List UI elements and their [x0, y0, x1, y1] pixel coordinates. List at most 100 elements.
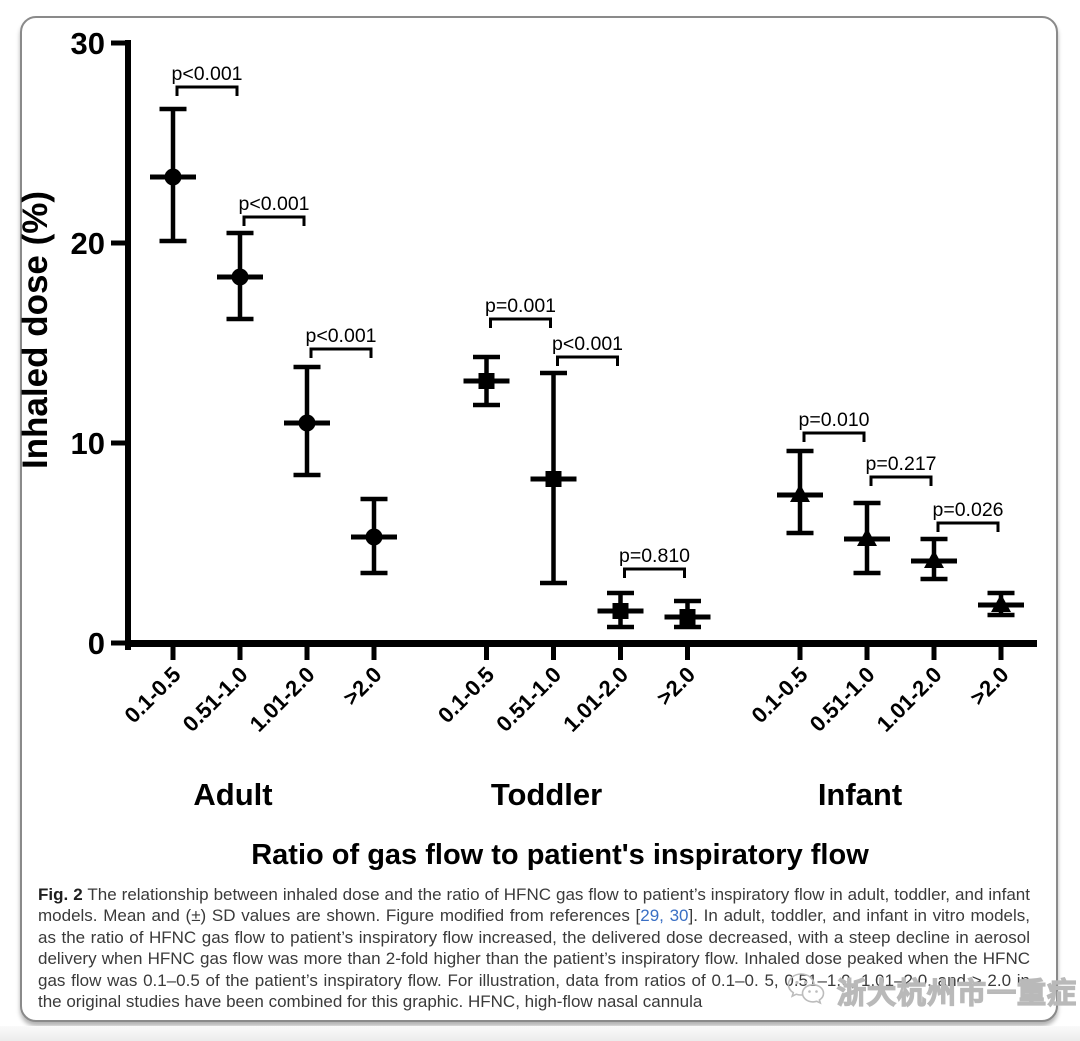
- error-cap-top: [159, 106, 187, 112]
- pvalue-bracket: [802, 431, 866, 442]
- figure-label: Fig. 2: [38, 885, 83, 904]
- x-tick: [237, 647, 243, 660]
- pvalue-bracket: [556, 355, 619, 366]
- error-cap-bottom: [920, 576, 948, 582]
- error-cap-top: [853, 500, 881, 506]
- page-bottom-strip: [0, 1026, 1080, 1041]
- error-cap-top: [293, 364, 321, 370]
- marker-triangle: [857, 528, 877, 546]
- pvalue-label: p=0.810: [619, 545, 690, 567]
- y-axis-title: Inhaled dose (%): [16, 191, 55, 469]
- error-cap-bottom: [226, 316, 254, 322]
- x-tick: [551, 647, 556, 660]
- x-tick: [371, 647, 377, 660]
- pvalue-label: p<0.001: [305, 325, 376, 347]
- x-tick-label: 1.01-2.0: [872, 662, 947, 737]
- pvalue-label: p<0.001: [238, 193, 309, 215]
- error-cap-bottom: [853, 570, 881, 576]
- error-cap-bottom: [159, 238, 187, 244]
- error-cap-top: [226, 230, 254, 236]
- x-tick-label: >2.0: [338, 662, 386, 710]
- x-tick: [685, 647, 690, 660]
- pvalue-bracket: [242, 215, 306, 226]
- error-cap-bottom: [987, 612, 1015, 618]
- marker-circle: [231, 268, 249, 286]
- pvalue-bracket: [309, 347, 373, 358]
- marker-triangle: [924, 550, 944, 568]
- error-cap-bottom: [293, 472, 321, 478]
- error-cap-bottom: [473, 402, 500, 408]
- error-cap-top: [607, 590, 634, 596]
- caption-text-before-refs: The relationship between inhaled dose an…: [38, 885, 1030, 926]
- marker-circle: [164, 168, 182, 186]
- x-tick: [864, 647, 870, 660]
- error-cap-top: [786, 448, 814, 454]
- error-cap-bottom: [540, 580, 567, 586]
- pvalue-bracket: [869, 475, 933, 486]
- error-cap-top: [987, 590, 1015, 596]
- pvalue-label: p=0.001: [485, 295, 556, 317]
- marker-square: [612, 603, 629, 619]
- y-tick-label: 10: [71, 426, 105, 461]
- x-axis-title: Ratio of gas flow to patient's inspirato…: [251, 839, 869, 871]
- y-tick-label: 0: [88, 626, 105, 661]
- x-tick-label: 1.01-2.0: [245, 662, 320, 737]
- x-tick: [170, 647, 176, 660]
- x-tick-label: 1.01-2.0: [558, 662, 633, 737]
- marker-circle: [298, 414, 316, 432]
- y-tick: [111, 240, 125, 246]
- y-tick: [111, 640, 125, 646]
- pvalue-label: p=0.217: [865, 453, 936, 475]
- x-axis-line: [125, 640, 1037, 647]
- y-tick-label: 30: [71, 26, 105, 61]
- x-tick-label: 0.51-1.0: [178, 662, 253, 737]
- pvalue-bracket: [623, 567, 686, 578]
- pvalue-label: p<0.001: [171, 63, 242, 85]
- y-tick: [111, 40, 125, 46]
- marker-square: [545, 471, 562, 487]
- marker-circle: [365, 528, 383, 546]
- group-label: Infant: [818, 777, 902, 812]
- error-cap-top: [473, 354, 500, 360]
- x-tick-label: 0.51-1.0: [491, 662, 566, 737]
- x-tick-label: >2.0: [652, 662, 700, 710]
- marker-square: [679, 609, 696, 625]
- x-tick: [618, 647, 623, 660]
- error-cap-bottom: [607, 624, 634, 630]
- marker-square: [478, 373, 495, 389]
- pvalue-bracket: [936, 521, 1000, 532]
- x-tick-label: 0.1-0.5: [746, 662, 812, 728]
- pvalue-label: p=0.010: [798, 409, 869, 431]
- y-axis-line: [125, 40, 131, 650]
- x-tick: [484, 647, 489, 660]
- x-tick: [998, 647, 1004, 660]
- error-cap-bottom: [786, 530, 814, 536]
- reference-link[interactable]: 29, 30: [640, 906, 689, 926]
- x-tick-label: 0.51-1.0: [805, 662, 880, 737]
- pvalue-bracket: [489, 317, 552, 328]
- pvalue-label: p<0.001: [552, 333, 623, 355]
- pvalue-label: p=0.026: [932, 499, 1003, 521]
- x-tick-label: 0.1-0.5: [119, 662, 185, 728]
- error-cap-bottom: [674, 624, 701, 630]
- x-tick: [931, 647, 937, 660]
- error-cap-top: [540, 370, 567, 376]
- y-tick: [111, 440, 125, 446]
- x-tick: [797, 647, 803, 660]
- caption-text-after-refs: ]. In adult, toddler, and infant in vitr…: [38, 906, 1031, 1012]
- error-cap-top: [674, 598, 701, 604]
- error-cap-top: [360, 496, 388, 502]
- figure-card: [20, 16, 1058, 1022]
- group-label: Toddler: [491, 777, 602, 812]
- error-cap-top: [920, 536, 948, 542]
- figure-caption: Fig. 2 The relationship between inhaled …: [38, 884, 1030, 1012]
- pvalue-bracket: [175, 85, 239, 96]
- error-cap-bottom: [360, 570, 388, 576]
- x-tick-label: 0.1-0.5: [433, 662, 499, 728]
- marker-triangle: [991, 594, 1011, 612]
- marker-triangle: [790, 484, 810, 502]
- x-tick: [304, 647, 310, 660]
- x-tick-label: >2.0: [965, 662, 1013, 710]
- group-label: Adult: [193, 777, 272, 812]
